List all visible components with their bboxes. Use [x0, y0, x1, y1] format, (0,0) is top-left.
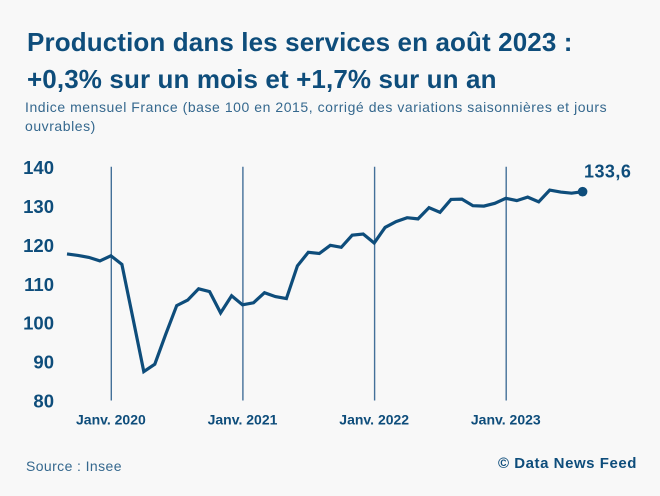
svg-text:130: 130	[23, 196, 54, 217]
svg-text:120: 120	[23, 235, 54, 256]
svg-text:80: 80	[33, 390, 54, 411]
svg-text:100: 100	[23, 313, 54, 334]
svg-text:Janv. 2022: Janv. 2022	[339, 411, 409, 427]
svg-text:110: 110	[24, 274, 54, 295]
svg-text:Janv. 2021: Janv. 2021	[208, 411, 278, 427]
svg-text:133,6: 133,6	[584, 161, 631, 181]
svg-text:Janv. 2023: Janv. 2023	[471, 411, 541, 427]
svg-text:140: 140	[23, 157, 54, 178]
svg-text:Janv. 2020: Janv. 2020	[76, 411, 146, 427]
svg-text:90: 90	[33, 352, 54, 373]
